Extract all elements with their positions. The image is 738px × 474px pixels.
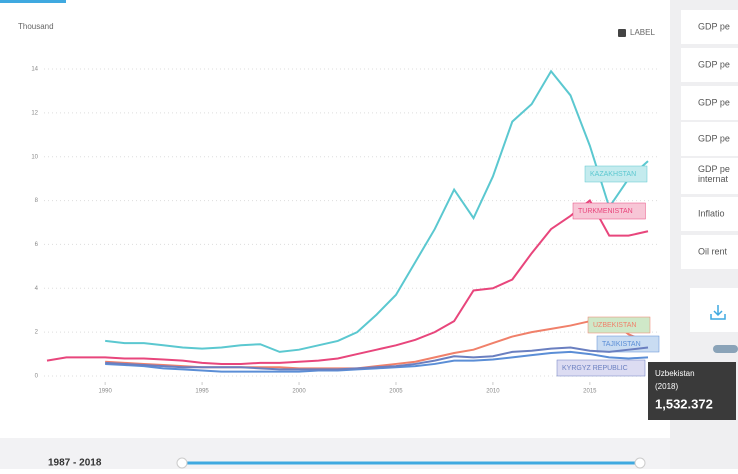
series-label-bg	[572, 202, 646, 220]
series-line	[105, 350, 649, 373]
sidebar-item[interactable]	[681, 86, 738, 120]
sidebar-label: GDP pe	[698, 133, 730, 143]
sidebar-label: GDP pe	[698, 21, 730, 31]
series-label: KYRGYZ REPUBLIC	[562, 365, 628, 372]
sidebar-item[interactable]	[681, 48, 738, 82]
download-icon	[710, 305, 726, 320]
series-label: TURKMENISTAN	[578, 208, 633, 215]
slider-handle[interactable]	[176, 457, 188, 469]
sidebar-item[interactable]	[681, 235, 738, 269]
sidebar-label: Inflatio	[698, 208, 725, 218]
sidebar-label: Oil rent	[698, 246, 728, 256]
slider-handle[interactable]	[634, 457, 646, 469]
label-checkbox[interactable]	[618, 29, 626, 37]
series-line	[105, 346, 649, 371]
sidebar-item[interactable]	[681, 122, 738, 156]
sidebar-item[interactable]	[681, 197, 738, 231]
y-tick-label: 4	[35, 286, 39, 292]
series-label-bg	[556, 359, 646, 377]
x-tick-label: 2000	[292, 389, 306, 395]
y-axis-label: Thousand	[18, 22, 54, 31]
y-tick-label: 12	[31, 110, 38, 116]
x-tick-label: 1990	[98, 389, 112, 395]
download-button[interactable]	[690, 288, 738, 332]
year-range: 1987 - 2018	[48, 458, 102, 469]
series-label-bg	[584, 165, 648, 183]
sidebar-item[interactable]	[681, 158, 738, 194]
tooltip-year: (2018)	[655, 382, 678, 391]
y-tick-label: 10	[31, 154, 38, 160]
tooltip-name: Uzbekistan	[655, 369, 695, 378]
sidebar-label: GDP pe	[698, 59, 730, 69]
x-tick-label: 2015	[583, 389, 597, 395]
y-tick-label: 2	[35, 330, 39, 336]
x-tick-label: 2010	[486, 389, 500, 395]
sidebar-label: GDP pe internat	[698, 164, 730, 184]
active-tab[interactable]	[0, 0, 66, 3]
series-label-bg	[587, 316, 651, 334]
series-label: UZBEKISTAN	[593, 322, 636, 329]
series-line	[46, 199, 649, 365]
y-tick-label: 14	[31, 67, 38, 73]
x-tick-label: 1995	[195, 389, 209, 395]
sidebar-item[interactable]	[681, 10, 738, 44]
label-toggle[interactable]: LABEL	[630, 28, 655, 37]
series-line	[105, 69, 649, 353]
tooltip	[648, 362, 736, 420]
y-tick-label: 0	[35, 374, 39, 380]
toggle[interactable]	[713, 345, 738, 353]
series-label: KAZAKHSTAN	[590, 171, 636, 178]
y-tick-label: 6	[35, 242, 39, 248]
y-tick-label: 8	[35, 198, 39, 204]
series-label: TAJIKISTAN	[602, 341, 641, 348]
sidebar-label: GDP pe	[698, 97, 730, 107]
x-tick-label: 2005	[389, 389, 403, 395]
tooltip-value: 1,532.372	[655, 396, 713, 411]
